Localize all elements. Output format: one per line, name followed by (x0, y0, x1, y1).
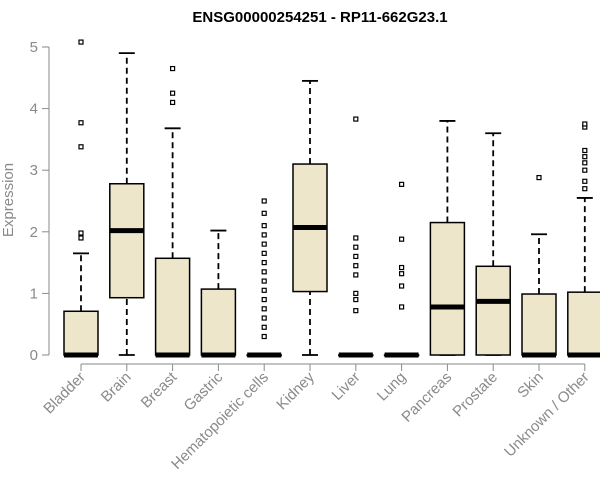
outlier-point (536, 174, 542, 181)
outlier-point (353, 296, 359, 303)
outlier-point (582, 121, 588, 127)
outlier-point (582, 154, 588, 160)
box-iqr (521, 293, 557, 356)
outlier-point (399, 283, 405, 289)
y-tick-label: 0 (30, 347, 38, 364)
outlier-point (261, 278, 267, 284)
x-tick-label: Gastric (181, 368, 227, 414)
outlier-point (78, 144, 84, 150)
x-tick-label: Lung (374, 369, 410, 405)
box-bladder (63, 39, 99, 358)
outlier-point (261, 232, 267, 238)
outlier-point (78, 230, 84, 236)
y-tick-label: 5 (30, 39, 38, 56)
outlier-point (170, 65, 176, 72)
outlier-point (261, 223, 267, 229)
outlier-point (261, 296, 267, 303)
y-axis: 0 1 2 3 4 5 (30, 39, 50, 364)
box-gastric (200, 229, 237, 358)
x-tick-label: Unknown / Other (501, 369, 593, 461)
box-prostate (475, 132, 511, 356)
outlier-point (261, 287, 267, 293)
box-iqr (63, 310, 99, 356)
outlier-point (399, 271, 405, 277)
y-tick-label: 4 (30, 101, 38, 118)
outlier-point (582, 178, 588, 184)
x-tick-label: Skin (514, 369, 547, 402)
box-lung (383, 181, 420, 358)
outlier-point (261, 250, 267, 256)
outlier-point (582, 160, 588, 166)
outlier-point (399, 264, 405, 271)
outlier-point (353, 308, 359, 314)
x-tick-label: Pancreas (398, 369, 455, 426)
box-iqr (109, 183, 145, 299)
outlier-point (261, 333, 267, 340)
x-tick-label: Prostate (449, 369, 501, 421)
outlier-point (399, 236, 405, 242)
outlier-point (78, 120, 84, 126)
outlier-point (399, 181, 405, 187)
box-pancreas (429, 120, 466, 356)
box-skin (521, 174, 557, 358)
x-tick-label: Brain (98, 369, 135, 406)
box-iqr (154, 257, 191, 356)
outlier-point (261, 306, 267, 312)
box-iqr (429, 221, 466, 356)
outlier-point (261, 198, 267, 204)
box-kidney (292, 79, 328, 356)
outlier-point (582, 186, 588, 192)
outlier-point (261, 260, 267, 266)
outlier-point (78, 235, 84, 241)
outlier-point (353, 235, 359, 241)
box-brain (109, 52, 145, 356)
outlier-point (261, 315, 267, 321)
y-tick-label: 2 (30, 224, 38, 241)
box-unknown-other (567, 121, 600, 358)
outlier-point (353, 263, 359, 269)
x-tick-label: Bladder (40, 369, 89, 418)
outlier-point (353, 290, 359, 296)
outlier-point (399, 304, 405, 310)
outlier-point (261, 269, 267, 275)
chart-title: ENSG00000254251 - RP11-662G23.1 (192, 9, 447, 26)
outlier-point (353, 116, 359, 122)
outlier-point (261, 324, 267, 330)
outlier-point (582, 167, 588, 173)
outlier-point (582, 147, 588, 154)
box-iqr (567, 291, 600, 356)
outlier-point (353, 244, 359, 250)
box-iqr (475, 265, 511, 356)
outlier-point (353, 272, 359, 278)
outlier-point (261, 210, 267, 216)
box-hematopoietic-cells (246, 198, 282, 358)
box-breast (154, 65, 191, 358)
box-group (63, 39, 600, 358)
outlier-point (353, 253, 359, 260)
outlier-point (170, 90, 176, 96)
y-tick-label: 3 (30, 162, 38, 179)
x-tick-label: Breast (138, 368, 181, 411)
y-axis-label: Expression (0, 163, 17, 237)
box-liver (338, 116, 374, 358)
x-tick-label: Kidney (273, 368, 318, 413)
box-iqr (200, 288, 237, 356)
outlier-point (78, 39, 84, 45)
x-tick-label: Liver (329, 369, 364, 404)
y-tick-label: 1 (30, 285, 38, 302)
outlier-point (170, 99, 176, 106)
outlier-point (261, 241, 267, 247)
